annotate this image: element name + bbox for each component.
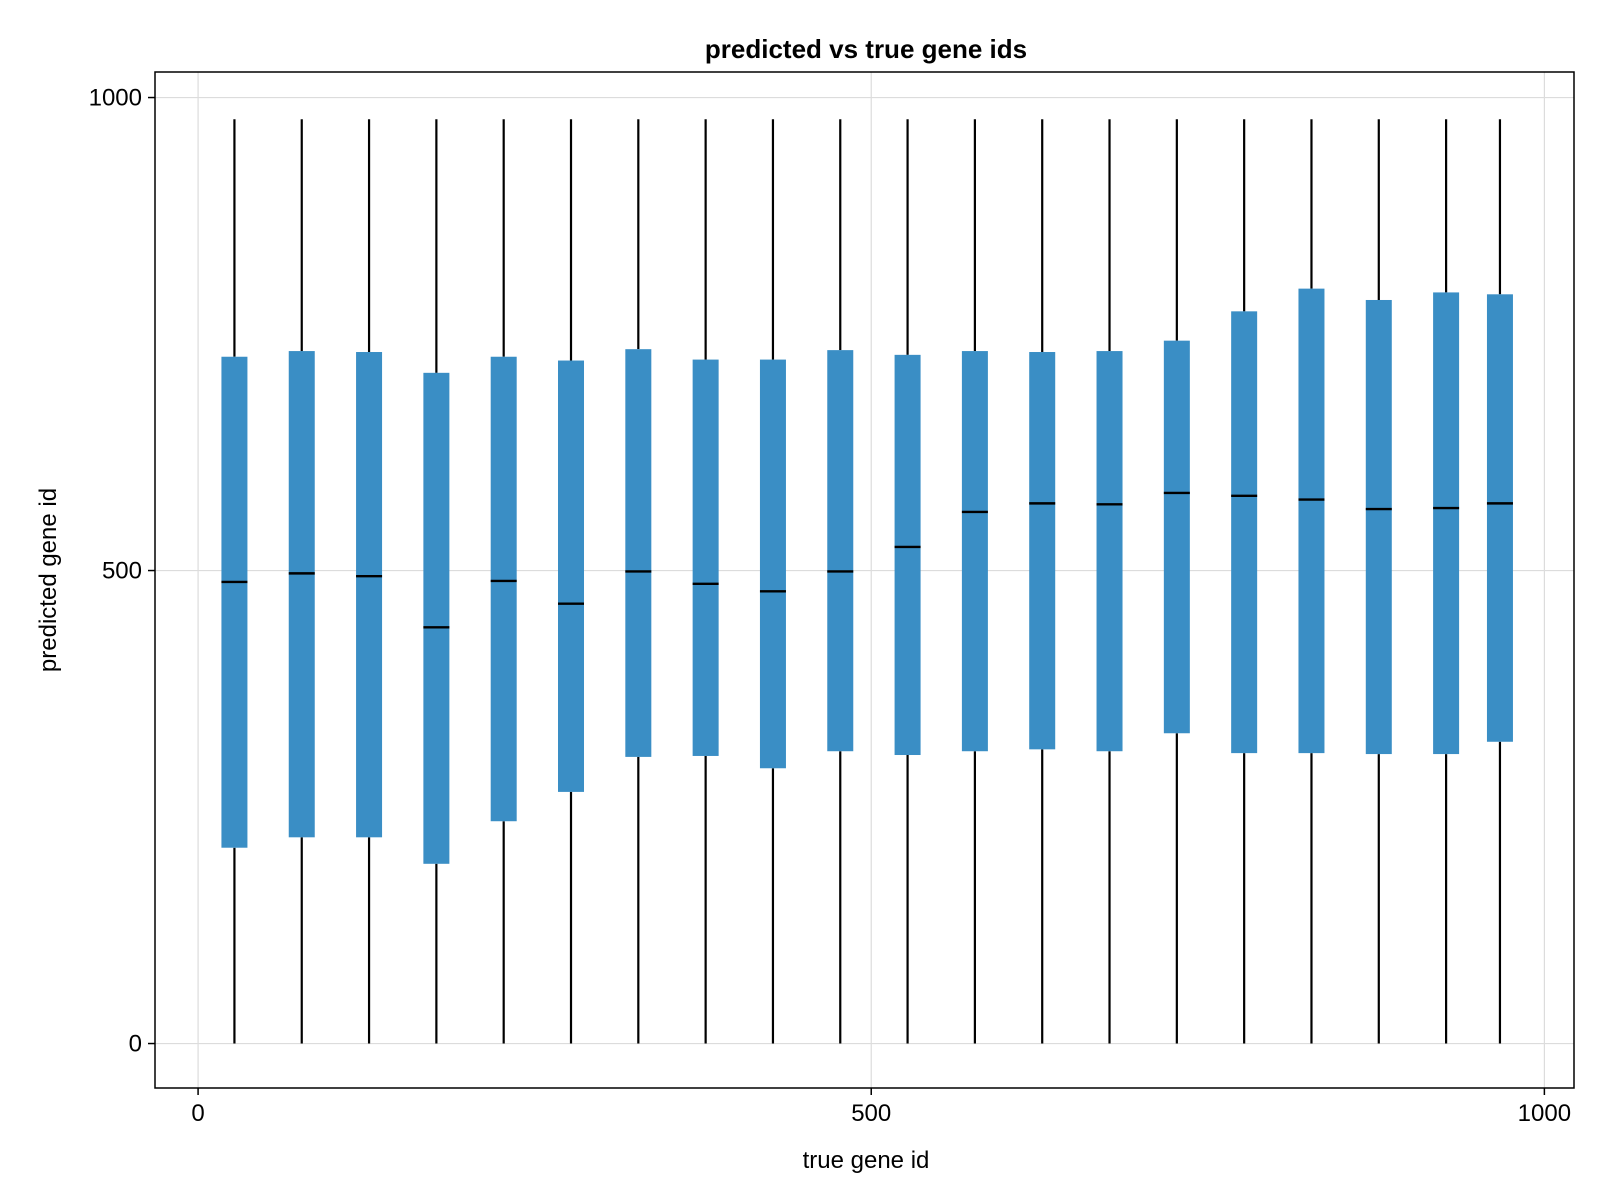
x-tick-label: 1000 xyxy=(1518,1100,1571,1127)
box-series xyxy=(221,119,1513,1044)
y-axis-label: predicted gene id xyxy=(35,488,62,672)
y-tick-label: 500 xyxy=(102,558,142,585)
box-7 xyxy=(625,119,652,1044)
box-body xyxy=(288,351,315,838)
box-6 xyxy=(558,119,585,1044)
box-11 xyxy=(894,119,921,1044)
x-tick-label: 500 xyxy=(851,1100,891,1127)
box-body xyxy=(759,359,786,769)
box-5 xyxy=(490,119,517,1044)
box-body xyxy=(692,359,719,756)
chart-title: predicted vs true gene ids xyxy=(705,34,1027,64)
box-body xyxy=(1029,352,1056,750)
x-axis-ticks: 0 500 1000 xyxy=(191,1088,1571,1127)
plot-frame xyxy=(154,71,1575,1089)
box-17 xyxy=(1298,119,1325,1044)
box-13 xyxy=(1029,119,1056,1044)
box-body xyxy=(356,352,383,838)
y-tick-label: 0 xyxy=(129,1031,142,1058)
box-body xyxy=(625,349,652,757)
box-body xyxy=(827,350,854,752)
box-1 xyxy=(221,119,248,1044)
box-body xyxy=(1298,288,1325,754)
x-tick-label: 0 xyxy=(191,1100,204,1127)
box-body xyxy=(894,354,921,756)
box-body xyxy=(558,360,585,792)
grid-lines xyxy=(155,72,1574,1088)
box-16 xyxy=(1231,119,1258,1044)
box-body xyxy=(1096,351,1123,752)
box-19 xyxy=(1433,119,1460,1044)
box-body xyxy=(423,372,450,864)
box-body xyxy=(490,356,517,822)
box-body xyxy=(1486,294,1513,742)
y-tick-label: 1000 xyxy=(89,85,142,112)
box-10 xyxy=(827,119,854,1044)
box-14 xyxy=(1096,119,1123,1044)
box-3 xyxy=(356,119,383,1044)
x-axis-label: true gene id xyxy=(803,1147,930,1174)
box-20 xyxy=(1486,119,1513,1044)
box-2 xyxy=(288,119,315,1044)
box-4 xyxy=(423,119,450,1044)
box-body xyxy=(1433,292,1460,755)
box-9 xyxy=(759,119,786,1044)
box-body xyxy=(961,351,988,752)
box-body xyxy=(221,356,248,848)
box-body xyxy=(1163,340,1190,734)
box-15 xyxy=(1163,119,1190,1044)
box-body xyxy=(1231,311,1258,754)
box-18 xyxy=(1365,119,1392,1044)
box-8 xyxy=(692,119,719,1044)
y-axis-ticks: 0 500 1000 xyxy=(89,85,155,1058)
box-body xyxy=(1365,299,1392,755)
box-12 xyxy=(961,119,988,1044)
